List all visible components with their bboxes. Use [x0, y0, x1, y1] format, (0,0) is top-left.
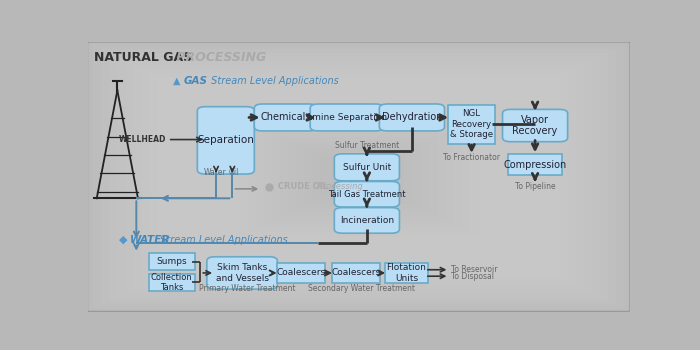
- FancyBboxPatch shape: [335, 154, 400, 181]
- FancyBboxPatch shape: [231, 113, 486, 240]
- FancyBboxPatch shape: [239, 118, 478, 236]
- Text: Coalescers: Coalescers: [276, 268, 326, 278]
- Text: To Reservoir: To Reservoir: [451, 265, 498, 274]
- FancyBboxPatch shape: [321, 158, 397, 196]
- Text: Skim Tanks
and Vessels: Skim Tanks and Vessels: [216, 263, 269, 283]
- FancyBboxPatch shape: [256, 126, 462, 228]
- FancyBboxPatch shape: [385, 263, 428, 283]
- Text: Sulfur Unit: Sulfur Unit: [343, 163, 391, 172]
- FancyBboxPatch shape: [148, 253, 195, 271]
- FancyBboxPatch shape: [304, 150, 413, 204]
- Text: ◆: ◆: [118, 235, 127, 245]
- FancyBboxPatch shape: [448, 105, 495, 144]
- Text: PROCESSING: PROCESSING: [172, 51, 266, 64]
- FancyBboxPatch shape: [254, 104, 316, 131]
- FancyBboxPatch shape: [85, 41, 633, 313]
- FancyBboxPatch shape: [118, 57, 600, 297]
- Text: Dehydration: Dehydration: [382, 112, 442, 122]
- Text: WATER: WATER: [130, 235, 170, 245]
- Text: Secondary Water Treatment: Secondary Water Treatment: [308, 284, 415, 293]
- Text: WELLHEAD: WELLHEAD: [119, 135, 166, 144]
- FancyBboxPatch shape: [166, 81, 552, 272]
- Text: Tail Gas Treatment: Tail Gas Treatment: [328, 190, 405, 199]
- Text: To Pipeline: To Pipeline: [514, 182, 555, 191]
- FancyBboxPatch shape: [125, 61, 592, 293]
- Text: NATURAL GAS: NATURAL GAS: [94, 51, 192, 64]
- FancyBboxPatch shape: [335, 181, 400, 207]
- FancyBboxPatch shape: [93, 45, 624, 309]
- Text: Primary Water Treatment: Primary Water Treatment: [199, 284, 296, 293]
- Text: CRUDE OIL: CRUDE OIL: [274, 182, 328, 191]
- FancyBboxPatch shape: [310, 104, 384, 131]
- FancyBboxPatch shape: [148, 274, 195, 291]
- Text: NGL
Recovery
& Storage: NGL Recovery & Storage: [450, 109, 494, 139]
- Text: GAS: GAS: [184, 76, 208, 86]
- Text: Chemicals: Chemicals: [260, 112, 311, 122]
- FancyBboxPatch shape: [109, 53, 608, 301]
- FancyBboxPatch shape: [134, 65, 584, 289]
- FancyBboxPatch shape: [206, 101, 511, 252]
- Text: Sumps: Sumps: [156, 257, 187, 266]
- FancyBboxPatch shape: [379, 104, 444, 131]
- FancyBboxPatch shape: [296, 146, 421, 208]
- FancyBboxPatch shape: [197, 107, 254, 174]
- Text: Sulfur Treatment: Sulfur Treatment: [335, 141, 399, 150]
- FancyBboxPatch shape: [508, 154, 562, 175]
- FancyBboxPatch shape: [313, 154, 405, 199]
- Text: Amine Separation: Amine Separation: [307, 113, 387, 122]
- FancyBboxPatch shape: [503, 110, 568, 142]
- Text: Flotation
Units: Flotation Units: [386, 263, 426, 283]
- FancyBboxPatch shape: [206, 257, 277, 289]
- Text: Compression: Compression: [503, 160, 567, 170]
- Text: Stream Level Applications: Stream Level Applications: [157, 235, 288, 245]
- FancyBboxPatch shape: [248, 121, 470, 232]
- FancyBboxPatch shape: [199, 97, 519, 256]
- Text: Water: Water: [204, 168, 226, 177]
- FancyBboxPatch shape: [272, 134, 446, 220]
- Text: Separation: Separation: [197, 135, 254, 145]
- FancyBboxPatch shape: [280, 138, 438, 216]
- FancyBboxPatch shape: [141, 69, 575, 285]
- Text: Collection
Tanks: Collection Tanks: [150, 273, 193, 292]
- FancyBboxPatch shape: [335, 208, 400, 233]
- FancyBboxPatch shape: [223, 109, 494, 244]
- Text: ▲: ▲: [174, 76, 181, 86]
- FancyBboxPatch shape: [288, 142, 429, 212]
- FancyBboxPatch shape: [174, 85, 543, 268]
- Text: Vapor
Recovery: Vapor Recovery: [512, 115, 558, 136]
- FancyBboxPatch shape: [150, 73, 568, 280]
- FancyBboxPatch shape: [158, 77, 559, 276]
- Text: To Disposal: To Disposal: [451, 272, 494, 281]
- Text: Incineration: Incineration: [340, 216, 394, 225]
- FancyBboxPatch shape: [101, 49, 617, 305]
- FancyBboxPatch shape: [332, 263, 380, 283]
- Text: Stream Level Applications: Stream Level Applications: [208, 76, 339, 86]
- Text: To Fractionator: To Fractionator: [443, 153, 500, 162]
- FancyBboxPatch shape: [183, 89, 535, 264]
- FancyBboxPatch shape: [215, 105, 503, 248]
- Text: Coalescers: Coalescers: [332, 268, 381, 278]
- Text: Oil: Oil: [229, 168, 239, 177]
- FancyBboxPatch shape: [276, 263, 325, 283]
- Text: Processing: Processing: [315, 182, 363, 191]
- FancyBboxPatch shape: [264, 130, 454, 224]
- FancyBboxPatch shape: [190, 93, 527, 260]
